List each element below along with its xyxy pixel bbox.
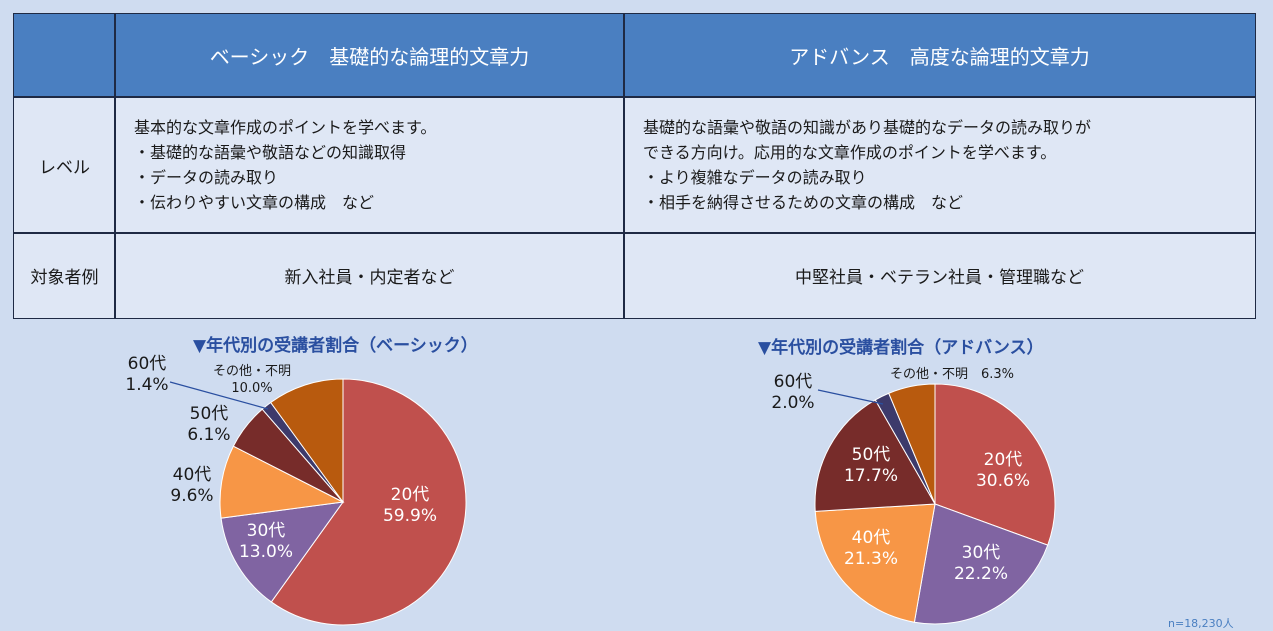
slice-label: 40代 [173,465,212,485]
table-divider [14,232,1255,234]
slice-value: 17.7% [844,466,898,486]
slice-label: その他・不明 6.3% [890,367,1014,382]
slice-label: その他・不明 [213,364,291,379]
slice-value: 30.6% [976,471,1030,491]
slice-label: 30代 [962,543,1001,563]
slice-label: 40代 [852,528,891,548]
header-advance: アドバンス 高度な論理的文章力 [624,14,1255,97]
slice-value: 22.2% [954,564,1008,584]
slice-value: 10.0% [231,381,272,396]
row-label-target: 対象者例 [30,268,99,288]
slice-label: 50代 [190,404,229,424]
slice-label: 60代 [128,354,167,374]
pie-slice [934,383,1056,546]
slice-value: 21.3% [844,549,898,569]
level-advance-line: ・より複雑なデータの読み取り [643,168,867,187]
pie-slice [270,378,467,626]
level-advance-line: ・相手を納得させるための文章の構成 など [643,193,964,212]
slice-value: 6.1% [187,425,230,445]
leader-line [169,381,269,410]
pie-slice [219,445,345,519]
table-divider [114,14,116,318]
footnote: n=18,230人 [1168,617,1234,630]
level-advance-line: できる方向け。応用的な文章作成のポイントを学べます。 [643,143,1057,162]
header-basic: ベーシック 基礎的な論理的文章力 [115,14,624,97]
slice-value: 2.0% [771,393,814,413]
leader-line [817,389,884,405]
level-basic-line: ・基礎的な語彙や敬語などの知識取得 [134,143,407,162]
pie-slice [270,378,344,504]
pie-slice [814,503,936,623]
pie-slice [888,383,936,505]
pie-slice [220,501,345,603]
pie-slice [814,399,936,512]
target-basic: 新入社員・内定者など [284,268,455,288]
table-divider [623,14,625,318]
level-basic-line: ・伝わりやすい文章の構成 など [134,193,375,212]
slice-label: 50代 [852,445,891,465]
chart-title-advance: ▼年代別の受講者割合（アドバンス） [758,338,1044,358]
slice-value: 9.6% [170,486,213,506]
slice-label: 20代 [391,485,430,505]
slice-label: 30代 [247,521,286,541]
level-basic-line: 基本的な文章作成のポイントを学べます。 [134,118,437,137]
course-comparison-table: ベーシック 基礎的な論理的文章力 アドバンス 高度な論理的文章力 レベル 基本的… [13,13,1256,319]
slice-value: 13.0% [239,542,293,562]
table-divider [14,96,1255,98]
slice-value: 59.9% [383,506,437,526]
level-basic-text: 基本的な文章作成のポイントを学べます。 ・基礎的な語彙や敬語などの知識取得 ・デ… [115,97,624,233]
row-label-level: レベル [39,157,90,178]
level-basic-line: ・データの読み取り [134,168,279,187]
chart-title-basic: ▼年代別の受講者割合（ベーシック） [193,336,478,356]
slice-label: 20代 [984,450,1023,470]
level-advance-line: 基礎的な語彙や敬語の知識があり基礎的なデータの読み取りが [643,118,1092,137]
header-empty-cell [14,14,115,97]
level-advance-text: 基礎的な語彙や敬語の知識があり基礎的なデータの読み取りが できる方向け。応用的な… [624,97,1255,233]
slice-value: 1.4% [125,375,168,395]
pie-slice [913,503,1049,625]
slice-label: 60代 [774,372,813,392]
target-advance: 中堅社員・ベテラン社員・管理職など [795,268,1084,288]
